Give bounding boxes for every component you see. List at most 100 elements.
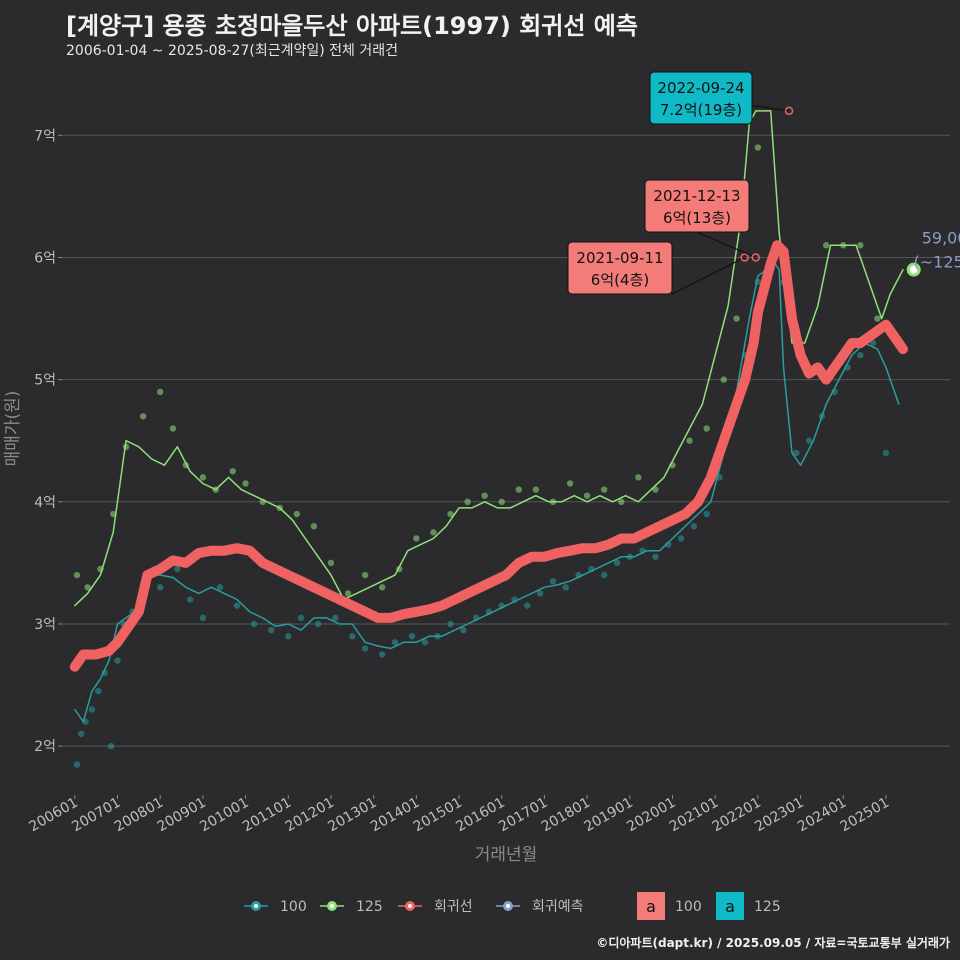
scatter-point-100 xyxy=(524,602,531,609)
scatter-point-125 xyxy=(822,242,830,249)
legend-label: 회귀예측 xyxy=(532,899,584,915)
scatter-point-100 xyxy=(613,559,621,567)
series-line-125 xyxy=(74,110,904,607)
annotation-price: 6억(13층) xyxy=(663,209,731,227)
scatter-point-125 xyxy=(169,425,177,432)
scatter-point-100 xyxy=(332,614,339,622)
legend-label-text: 125 xyxy=(754,899,781,915)
credit-line: ©디아파트(dapt.kr) / 2025.09.05 / 자료=국토교통부 실… xyxy=(596,936,950,950)
scatter-point-125 xyxy=(156,388,164,396)
scatter-point-125 xyxy=(327,559,335,567)
scatter-point-100 xyxy=(652,553,659,560)
scatter-point-125 xyxy=(754,144,762,151)
scatter-point-100 xyxy=(378,651,386,658)
y-tick-label: 6억 xyxy=(34,250,56,266)
scatter-point-100 xyxy=(250,620,258,628)
y-tick-label: 2억 xyxy=(34,739,56,755)
scatter-point-125 xyxy=(720,376,727,383)
regression-line xyxy=(69,240,908,672)
scatter-point-125 xyxy=(310,523,318,530)
scatter-point-100 xyxy=(186,596,194,603)
scatter-point-100 xyxy=(95,687,102,695)
scatter-point-100 xyxy=(408,632,416,640)
scatter-point-100 xyxy=(421,639,429,646)
annotation-leader xyxy=(671,256,745,295)
chart-subtitle: 2006-01-04 ~ 2025-08-27(최근계약일) 전체 거래건 xyxy=(66,43,398,59)
scatter-point-125 xyxy=(566,480,574,487)
annotation-date: 2022-09-24 xyxy=(657,79,744,97)
forecast-point xyxy=(906,262,921,277)
scatter-point-100 xyxy=(869,339,877,347)
scatter-point-100 xyxy=(314,620,322,628)
scatter-point-125 xyxy=(242,480,249,487)
scatter-point-100 xyxy=(349,632,356,640)
scatter-point-100 xyxy=(460,626,467,634)
scatter-point-125 xyxy=(84,584,91,591)
legend-label-glyph: a xyxy=(725,897,735,916)
x-axis-ticks: 2006012007012008012009012010012011012012… xyxy=(27,795,892,836)
scatter-point-125 xyxy=(600,486,608,493)
scatter-point-125 xyxy=(515,486,523,493)
scatter-point-100 xyxy=(857,352,864,359)
scatter-point-125 xyxy=(618,498,625,505)
series-line-100 xyxy=(74,262,900,723)
legend-label-box xyxy=(716,892,744,920)
scatter-point-100 xyxy=(562,584,569,591)
scatter-point-125 xyxy=(447,510,454,518)
scatter-point-125 xyxy=(73,571,81,579)
annotation-point xyxy=(740,253,749,262)
x-axis-title: 거래년월 xyxy=(475,845,538,865)
grid-lines xyxy=(62,134,950,747)
scatter-point-100 xyxy=(73,761,81,768)
scatter-point-125 xyxy=(361,571,369,579)
y-axis-ticks: 2억 3억 4억 5억 6억 7억 xyxy=(34,128,62,755)
scatter-point-100 xyxy=(805,437,813,444)
scatter-point-125 xyxy=(686,437,693,444)
scatter-point-100 xyxy=(216,584,224,591)
legend-label: 125 xyxy=(356,899,383,915)
scatter-point-125 xyxy=(874,315,881,322)
scatter-point-100 xyxy=(703,510,710,518)
scatter-point-125 xyxy=(703,425,710,432)
scatter-point-100 xyxy=(690,523,698,530)
scatter-point-100 xyxy=(267,626,275,634)
chart-title: [계양구] 용종 초정마을두산 아파트(1997) 회귀선 예측 xyxy=(66,12,638,40)
legend-label-glyph: a xyxy=(646,897,656,916)
scatter-point-125 xyxy=(464,498,471,505)
annotation-box xyxy=(649,71,753,125)
y-axis-title: 매매가(원) xyxy=(3,391,23,467)
annotation-point xyxy=(784,106,794,116)
scatter-point-100 xyxy=(78,730,85,738)
scatter-points xyxy=(73,144,890,768)
scatter-point-125 xyxy=(413,535,420,542)
scatter-point-125 xyxy=(139,413,147,420)
legend-label: 회귀선 xyxy=(434,899,473,915)
scatter-point-100 xyxy=(107,742,115,750)
scatter-point-100 xyxy=(882,449,890,457)
annotation-box xyxy=(644,179,750,233)
scatter-point-125 xyxy=(293,510,301,518)
scatter-point-100 xyxy=(199,614,207,622)
legend-label-box xyxy=(637,892,665,920)
scatter-point-125 xyxy=(635,474,642,481)
series-lines: 59,000 (~125㎡) xyxy=(69,110,960,723)
scatter-point-125 xyxy=(481,492,488,499)
annotations: 2021-09-11 6억(4층) 2021-12-13 6억(13층) 2022-09… xyxy=(567,71,794,295)
y-tick-label: 4억 xyxy=(34,495,56,511)
legend-marker-center xyxy=(254,904,258,908)
y-tick-label: 7억 xyxy=(34,128,56,144)
scatter-point-100 xyxy=(793,449,800,457)
forecast-area-label: (~125㎡) xyxy=(913,253,960,272)
y-tick-label: 5억 xyxy=(34,373,56,389)
legend-marker-center xyxy=(408,904,412,908)
annotation-leader xyxy=(696,231,756,259)
scatter-point-100 xyxy=(536,590,544,597)
annotation-point xyxy=(751,253,760,262)
scatter-point-100 xyxy=(233,602,241,609)
y-tick-label: 3억 xyxy=(34,617,56,633)
legend: 100 125 회귀선 회귀예측 a 100 a 125 xyxy=(244,892,781,920)
scatter-point-125 xyxy=(583,492,591,499)
legend-marker-center xyxy=(506,904,510,908)
scatter-point-125 xyxy=(378,584,386,591)
scatter-point-100 xyxy=(88,706,96,713)
